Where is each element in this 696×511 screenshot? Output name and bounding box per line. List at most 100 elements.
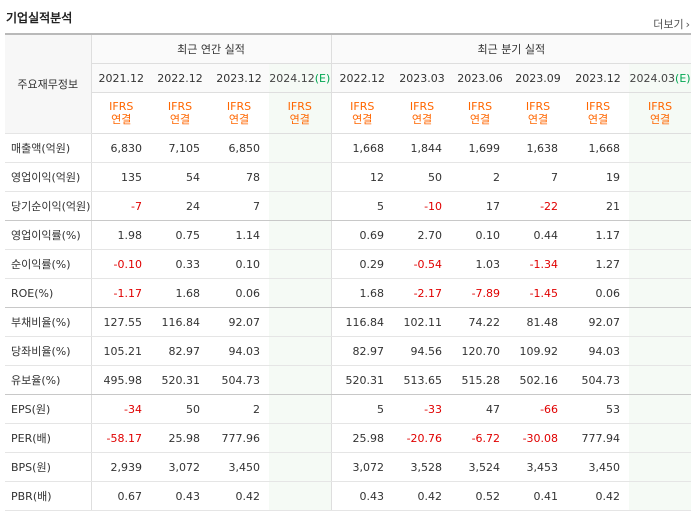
value-cell: 12 — [330, 162, 394, 192]
value-cell: 120.70 — [451, 336, 510, 366]
value-cell: 7 — [209, 191, 269, 221]
value-cell — [269, 481, 332, 511]
value-cell — [629, 191, 692, 221]
annual-period: 2022.12 — [151, 63, 209, 93]
value-cell: 92.07 — [567, 307, 630, 337]
value-cell — [269, 336, 332, 366]
value-cell: 1,638 — [509, 133, 568, 163]
table-row: BPS(원) 2,939 3,072 3,450 3,072 3,528 3,524 3,45… — [5, 452, 692, 482]
value-cell: 1.68 — [330, 278, 394, 308]
value-cell: 2 — [209, 394, 269, 424]
ifrs-basis-label: IFRS 연결 — [151, 92, 209, 134]
value-cell: 2.70 — [393, 220, 452, 250]
value-cell: 1.03 — [451, 249, 510, 279]
ifrs-line: IFRS — [109, 100, 134, 113]
ifrs-basis-label: IFRS 연결 — [451, 92, 510, 134]
ifrs-line: IFRS — [409, 100, 435, 113]
table-body: 매출액(억원) 6,830 7,105 6,850 1,668 1,844 1,699 1,6… — [5, 133, 692, 511]
value-cell: 82.97 — [151, 336, 209, 366]
ifrs-basis-label: IFRS 연결 — [269, 92, 332, 134]
value-cell: 3,528 — [393, 452, 452, 482]
quarter-period: 2023.03 — [393, 63, 452, 93]
value-cell: 3,072 — [330, 452, 394, 482]
table-row: 부채비율(%) 127.55 116.84 92.07 116.84 102.11 74.2… — [5, 307, 692, 337]
consolidated-line: 연결 — [111, 113, 132, 126]
value-cell — [629, 481, 692, 511]
row-label: PBR(배) — [5, 481, 92, 511]
annual-period: 2021.12 — [91, 63, 151, 93]
value-cell: 0.67 — [91, 481, 151, 511]
row-label: 부채비율(%) — [5, 307, 92, 337]
value-cell: 81.48 — [509, 307, 568, 337]
value-cell: 116.84 — [151, 307, 209, 337]
value-cell: 0.29 — [330, 249, 394, 279]
value-cell: 116.84 — [330, 307, 394, 337]
ifrs-basis-label: IFRS 연결 — [91, 92, 151, 134]
estimate-mark: (E) — [675, 71, 691, 85]
value-cell: 0.43 — [151, 481, 209, 511]
value-cell: 21 — [567, 191, 630, 221]
value-cell: 3,072 — [151, 452, 209, 482]
value-cell: -7 — [91, 191, 151, 221]
value-cell: -66 — [509, 394, 568, 424]
value-cell: 82.97 — [330, 336, 394, 366]
consolidated-line: 연결 — [352, 113, 373, 126]
value-cell: 0.44 — [509, 220, 568, 250]
table-row: EPS(원) -34 50 2 5 -33 47 -66 53 — [5, 394, 692, 424]
ifrs-basis-label: IFRS 연결 — [509, 92, 568, 134]
value-cell — [629, 452, 692, 482]
value-cell: 47 — [451, 394, 510, 424]
value-cell: 515.28 — [451, 365, 510, 395]
value-cell — [269, 365, 332, 395]
chevron-right-icon: › — [685, 18, 690, 31]
value-cell — [629, 365, 692, 395]
period-text: 2024.03 — [629, 71, 676, 85]
value-cell: 78 — [209, 162, 269, 192]
table-row: 당좌비율(%) 105.21 82.97 94.03 82.97 94.56 120.70 1… — [5, 336, 692, 366]
value-cell: 513.65 — [393, 365, 452, 395]
value-cell: -20.76 — [393, 423, 452, 453]
value-cell: 135 — [91, 162, 151, 192]
value-cell — [269, 423, 332, 453]
value-cell: 0.52 — [451, 481, 510, 511]
group-header-row: 주요재무정보 최근 연간 실적 최근 분기 실적 — [5, 33, 692, 134]
value-cell: 504.73 — [209, 365, 269, 395]
value-cell: -10 — [393, 191, 452, 221]
quarter-period-estimate: 2024.03(E) — [629, 63, 692, 93]
value-cell: 1.98 — [91, 220, 151, 250]
value-cell: 1,668 — [567, 133, 630, 163]
value-cell — [629, 133, 692, 163]
value-cell: 1,844 — [393, 133, 452, 163]
row-label: BPS(원) — [5, 452, 92, 482]
value-cell: 24 — [151, 191, 209, 221]
value-cell: 54 — [151, 162, 209, 192]
value-cell — [269, 278, 332, 308]
table-row: PBR(배) 0.67 0.43 0.42 0.43 0.42 0.52 0.41 0.42 — [5, 481, 692, 511]
consolidated-line: 연결 — [587, 113, 609, 126]
value-cell: 0.06 — [209, 278, 269, 308]
row-label: EPS(원) — [5, 394, 92, 424]
ifrs-row: IFRS 연결 IFRS 연결 IFRS 연결 IFRS 연결 IFRS 연결 IFRS 연결 IFRS… — [5, 92, 692, 134]
value-cell: 94.03 — [209, 336, 269, 366]
value-cell: 0.75 — [151, 220, 209, 250]
value-cell: -1.45 — [509, 278, 568, 308]
value-cell: -2.17 — [393, 278, 452, 308]
period-row: 2021.12 2022.12 2023.12 2024.12(E) 2022.… — [5, 63, 692, 93]
value-cell — [629, 220, 692, 250]
value-cell: 520.31 — [151, 365, 209, 395]
ifrs-line: IFRS — [167, 100, 193, 113]
table-row: 유보율(%) 495.98 520.31 504.73 520.31 513.65 515.… — [5, 365, 692, 395]
value-cell: 777.94 — [567, 423, 630, 453]
ifrs-line: IFRS — [226, 100, 252, 113]
value-cell: 1.27 — [567, 249, 630, 279]
table-row: ROE(%) -1.17 1.68 0.06 1.68 -2.17 -7.89 -1.45 0.… — [5, 278, 692, 308]
value-cell: 92.07 — [209, 307, 269, 337]
row-label: 영업이익률(%) — [5, 220, 92, 250]
value-cell: -34 — [91, 394, 151, 424]
value-cell: 3,453 — [509, 452, 568, 482]
row-label: 순이익률(%) — [5, 249, 92, 279]
value-cell: 25.98 — [151, 423, 209, 453]
more-link[interactable]: 더보기 › — [653, 16, 690, 32]
value-cell: 127.55 — [91, 307, 151, 337]
quarter-period: 2023.12 — [567, 63, 630, 93]
